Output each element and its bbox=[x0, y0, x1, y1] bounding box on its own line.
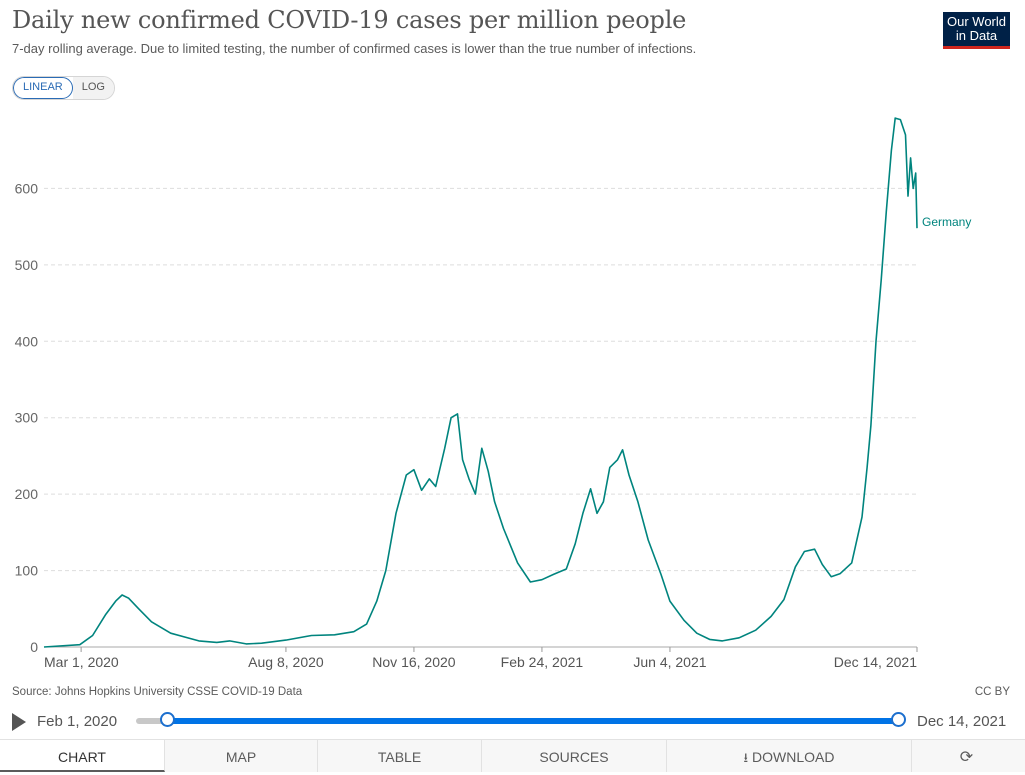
x-axis-ticks: Mar 1, 2020 Aug 8, 2020 Nov 16, 2020 Feb 24… bbox=[44, 647, 918, 670]
logo-line-2: in Data bbox=[955, 28, 998, 43]
scale-toggle: LINEAR LOG bbox=[12, 76, 115, 100]
y-tick-label: 0 bbox=[30, 639, 38, 655]
y-tick-label: 600 bbox=[15, 180, 39, 196]
y-tick-label: 100 bbox=[15, 563, 39, 579]
x-tick-label: Feb 24, 2021 bbox=[501, 654, 584, 670]
x-tick-label: Mar 1, 2020 bbox=[44, 654, 119, 670]
tab-chart[interactable]: CHART bbox=[0, 740, 165, 772]
tab-map-label: MAP bbox=[225, 749, 257, 765]
tab-table[interactable]: TABLE bbox=[318, 740, 482, 772]
chart-subtitle: 7-day rolling average. Due to limited te… bbox=[12, 41, 697, 56]
y-tick-label: 200 bbox=[15, 486, 39, 502]
share-icon: ⟳ bbox=[959, 749, 974, 766]
tab-table-label: TABLE bbox=[377, 749, 422, 765]
share-button[interactable]: ⟳ bbox=[912, 740, 1025, 772]
log-scale-button[interactable]: LOG bbox=[72, 77, 114, 99]
license-link[interactable]: CC BY bbox=[974, 686, 1010, 698]
source-note: Source: Johns Hopkins University CSSE CO… bbox=[12, 686, 303, 698]
bottom-tabs: CHART MAP TABLE SOURCES ⭳ DOWNLOAD ⟳ bbox=[0, 739, 1025, 772]
tab-download[interactable]: ⭳ DOWNLOAD bbox=[667, 740, 912, 772]
tab-sources[interactable]: SOURCES bbox=[482, 740, 667, 772]
timeline-selected-range bbox=[168, 718, 899, 724]
y-axis-ticks: 0 100 200 300 400 500 600 bbox=[15, 180, 39, 655]
grid-lines bbox=[44, 187, 917, 648]
x-tick-label: Jun 4, 2021 bbox=[633, 654, 706, 670]
line-chart: 0 100 200 300 400 500 600 Mar 1, 2020 Aug 8, 20… bbox=[15, 117, 971, 670]
logo-line-1: Our World bbox=[947, 14, 1006, 29]
x-tick-label: Nov 16, 2020 bbox=[372, 654, 455, 670]
timeline: Feb 1, 2020 Dec 14, 2021 bbox=[0, 708, 1025, 736]
x-tick-label: Aug 8, 2020 bbox=[248, 654, 324, 670]
y-tick-label: 300 bbox=[15, 410, 39, 426]
timeline-start-handle[interactable] bbox=[160, 712, 175, 727]
download-icon: ⭳ bbox=[743, 750, 749, 765]
timeline-start-label: Feb 1, 2020 bbox=[37, 713, 118, 730]
series-group: Germany bbox=[43, 117, 971, 648]
linear-scale-button[interactable]: LINEAR bbox=[13, 77, 73, 99]
x-tick-label: Dec 14, 2021 bbox=[834, 654, 917, 670]
timeline-end-handle[interactable] bbox=[891, 712, 906, 727]
tab-sources-label: SOURCES bbox=[539, 749, 609, 765]
tab-download-label: DOWNLOAD bbox=[752, 749, 835, 765]
y-tick-label: 400 bbox=[15, 333, 39, 349]
owid-logo[interactable]: Our World in Data bbox=[943, 12, 1010, 49]
series-label-germany[interactable]: Germany bbox=[922, 215, 971, 229]
play-icon[interactable] bbox=[12, 713, 26, 731]
tab-map[interactable]: MAP bbox=[165, 740, 318, 772]
y-tick-label: 500 bbox=[15, 257, 39, 273]
series-line-germany[interactable] bbox=[43, 117, 918, 648]
timeline-end-label: Dec 14, 2021 bbox=[917, 713, 1007, 730]
tab-chart-label: CHART bbox=[58, 749, 106, 765]
chart-title: Daily new confirmed COVID-19 cases per m… bbox=[12, 6, 687, 34]
